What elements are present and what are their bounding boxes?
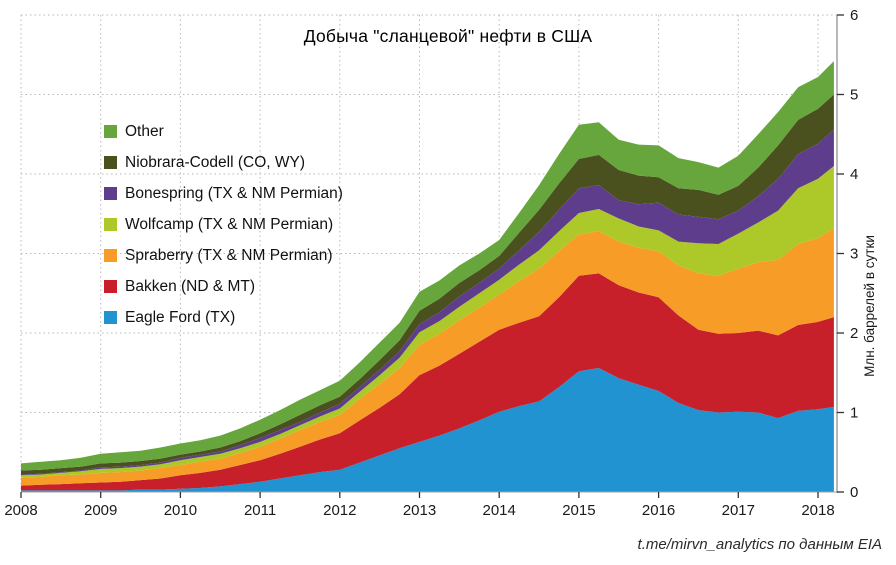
legend-item-bakken: Bakken (ND & MT) [104,271,343,302]
area-series [21,273,834,491]
legend-label: Niobrara-Codell (CO, WY) [125,153,306,171]
legend-item-bonespring: Bonespring (TX & NM Permian) [104,178,343,209]
legend-swatch-wolfcamp [104,218,117,231]
legend-item-eagle-ford: Eagle Ford (TX) [104,302,343,333]
y-tick-label: 6 [850,7,858,24]
legend-label: Bakken (ND & MT) [125,277,256,295]
legend-label: Bonespring (TX & NM Permian) [125,184,343,202]
y-tick-label: 3 [850,246,858,263]
x-tick-label: 2018 [801,502,834,519]
x-tick-label: 2015 [562,502,595,519]
x-tick-label: 2011 [244,502,276,519]
x-tick-label: 2014 [483,502,516,519]
y-tick-label: 5 [850,87,858,104]
legend: Other Niobrara-Codell (CO, WY) Bonesprin… [104,116,343,333]
x-tick-label: 2017 [722,502,755,519]
area-series [21,94,834,475]
legend-swatch-eagle-ford [104,311,117,324]
page-title: Добыча "сланцевой" нефти в США [303,26,593,46]
area-series [21,228,834,486]
legend-swatch-niobrara-codell [104,156,117,169]
legend-item-wolfcamp: Wolfcamp (TX & NM Permian) [104,209,343,240]
legend-label: Wolfcamp (TX & NM Permian) [125,215,334,233]
y-tick-label: 1 [850,405,858,422]
legend-item-spraberry: Spraberry (TX & NM Permian) [104,240,343,271]
legend-swatch-bakken [104,280,117,293]
legend-label: Spraberry (TX & NM Permian) [125,246,333,264]
area-series [21,61,834,471]
legend-item-niobrara-codell: Niobrara-Codell (CO, WY) [104,147,343,178]
legend-swatch-other [104,125,117,138]
x-tick-label: 2009 [84,502,117,519]
x-tick-label: 2016 [642,502,675,519]
area-series [21,129,834,476]
y-tick-label: 0 [850,484,858,501]
area-series [21,166,834,478]
legend-item-other: Other [104,116,343,147]
y-axis-title: Млн. баррелей в сутки [862,235,877,377]
y-tick-label: 4 [850,166,858,183]
legend-swatch-bonespring [104,187,117,200]
area-series [21,368,834,492]
x-tick-label: 2012 [323,502,356,519]
y-tick-label: 2 [850,325,858,342]
legend-swatch-spraberry [104,249,117,262]
x-tick-label: 2013 [403,502,436,519]
x-tick-label: 2010 [164,502,197,519]
x-tick-label: 2008 [4,502,37,519]
legend-label: Eagle Ford (TX) [125,308,236,326]
attribution: t.me/mirvn_analytics по данным EIA [637,536,882,553]
legend-label: Other [125,122,164,140]
